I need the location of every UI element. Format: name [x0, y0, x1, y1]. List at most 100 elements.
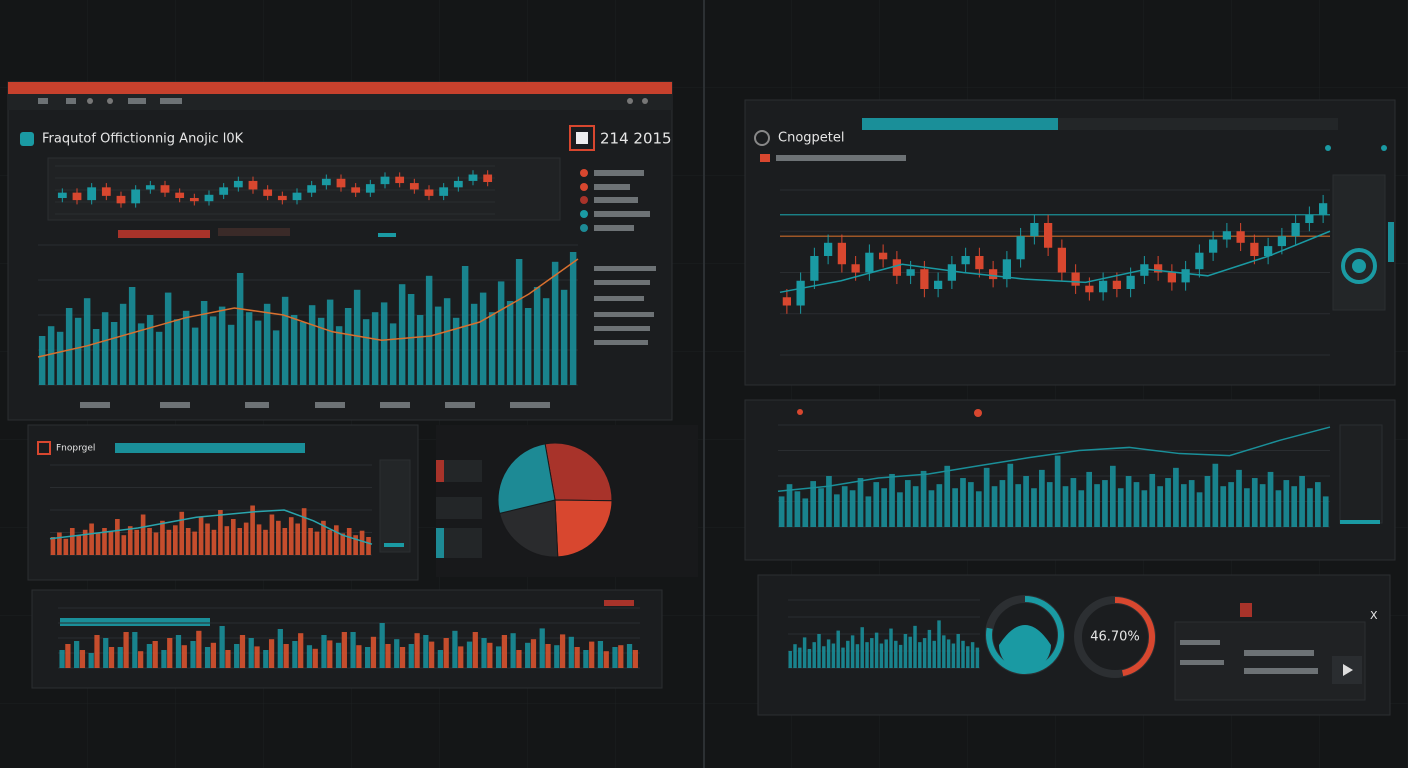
candle-body: [101, 187, 111, 196]
candle-body: [837, 242, 846, 265]
bar: [1322, 496, 1329, 527]
bar: [1244, 488, 1250, 527]
bar: [884, 639, 888, 668]
candle-body: [1250, 242, 1259, 256]
bar: [423, 635, 429, 668]
bar: [458, 646, 464, 668]
bar: [76, 535, 82, 555]
bar: [1204, 476, 1211, 527]
bar: [802, 498, 809, 527]
bar: [1251, 478, 1258, 527]
bar: [1267, 471, 1274, 527]
bar: [263, 303, 271, 385]
candle-body: [1099, 280, 1108, 293]
bar: [127, 526, 133, 555]
bar: [975, 647, 980, 668]
bar: [937, 620, 941, 668]
bar: [946, 639, 951, 668]
close-button[interactable]: X: [1370, 609, 1378, 622]
bar: [219, 626, 225, 668]
bar: [1141, 490, 1148, 527]
bar: [841, 647, 845, 668]
candle-body: [365, 184, 375, 193]
bar: [788, 651, 792, 668]
gauge-arc: [1114, 597, 1155, 677]
candle-body: [865, 252, 874, 273]
bar: [618, 645, 624, 668]
bar: [88, 653, 94, 668]
bar: [1173, 467, 1179, 527]
bar: [308, 305, 316, 385]
bar: [903, 634, 908, 668]
bar: [860, 627, 864, 668]
candle-body: [116, 195, 126, 204]
panel-title: Cnogpetel: [778, 131, 844, 146]
bar: [928, 490, 935, 527]
candle-body: [233, 180, 243, 188]
bar: [894, 640, 898, 668]
bar: [298, 633, 304, 668]
bar: [385, 644, 391, 668]
bar: [312, 648, 318, 668]
bar: [132, 632, 138, 668]
candle-body: [1057, 247, 1066, 273]
bar: [849, 490, 856, 527]
bar: [1094, 484, 1100, 527]
bar: [429, 641, 435, 668]
panel-date: 214 2015: [600, 130, 672, 148]
bar: [295, 523, 301, 555]
candle-body: [1305, 214, 1314, 223]
bar: [365, 647, 371, 668]
candle-body: [175, 192, 185, 198]
bar: [359, 530, 365, 555]
bar: [290, 315, 298, 385]
candle-body: [892, 259, 901, 276]
bar: [817, 634, 821, 668]
bar: [798, 647, 802, 668]
bar: [155, 331, 163, 385]
bar: [920, 470, 927, 527]
bar: [414, 633, 420, 668]
panel-price: Cnogpetel: [744, 99, 1396, 386]
bar: [268, 639, 275, 668]
bar: [362, 319, 370, 385]
bar: [1015, 484, 1022, 527]
bar: [263, 650, 269, 668]
bar: [57, 532, 62, 555]
candle-body: [248, 180, 258, 190]
bar: [836, 630, 840, 668]
candle-body: [380, 176, 390, 185]
candle-body: [468, 174, 478, 181]
bar: [250, 505, 255, 555]
bar: [1188, 480, 1195, 527]
bar: [210, 642, 217, 668]
trend-line: [777, 426, 1331, 493]
candle-body: [879, 252, 888, 260]
candle-body: [87, 187, 97, 201]
bar: [922, 638, 927, 668]
bar: [898, 644, 903, 668]
panel-main: Fraqutof Offictionnig Anojic l0K 214 201…: [7, 81, 673, 421]
candle-body: [219, 187, 229, 195]
candle-body: [336, 178, 346, 188]
candle-body: [1236, 231, 1245, 243]
panel-label: Fnoprgel: [56, 444, 95, 454]
bar: [327, 529, 333, 555]
bar: [123, 632, 129, 668]
bar: [50, 537, 56, 555]
bar: [254, 320, 262, 385]
gauge-arc: [986, 596, 1064, 674]
bar: [999, 480, 1006, 527]
bar: [59, 650, 65, 668]
candle-body: [1044, 223, 1053, 248]
bar: [826, 476, 832, 527]
bar: [889, 628, 893, 668]
bar: [243, 522, 249, 555]
bar: [1102, 480, 1108, 527]
bar: [778, 496, 785, 527]
candle-body: [1167, 272, 1176, 283]
bar: [1046, 482, 1053, 527]
candle-body: [1222, 231, 1231, 240]
bar: [1259, 484, 1266, 527]
bar: [65, 308, 73, 385]
